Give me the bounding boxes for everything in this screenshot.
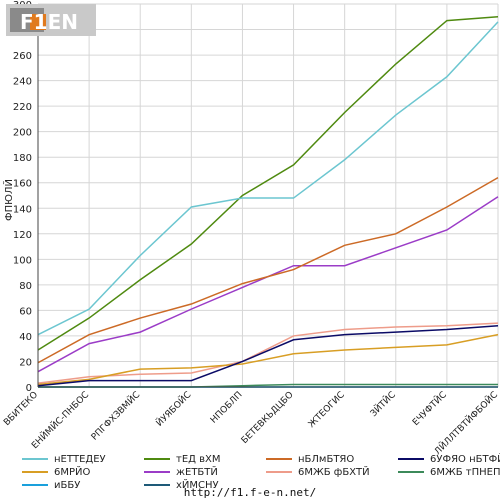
footer-url[interactable]: http://f1.f-e-n.net/ — [183, 486, 317, 499]
f1en-logo: F1EN — [6, 4, 96, 36]
y-axis-ticks: 0204060801001201401601802002202402602803… — [13, 0, 32, 394]
chart-grid — [37, 3, 499, 388]
legend-swatch — [22, 484, 48, 486]
legend-swatch — [144, 458, 170, 460]
x-tick-label: НПОБЛП — [209, 390, 245, 426]
x-tick-label: ЙУЯБОЙС — [153, 389, 193, 429]
chart-axes — [37, 4, 498, 388]
y-tick-label: 240 — [13, 77, 32, 88]
legend-label: 6МЖБ тПНЕП — [430, 466, 500, 478]
y-tick-label: 260 — [13, 51, 32, 62]
legend-swatch — [22, 458, 48, 460]
legend-label: иББУ — [54, 479, 81, 491]
legend-label: жЕТБТЙ — [176, 466, 218, 478]
y-tick-label: 180 — [13, 153, 32, 164]
x-tick-label: ЖТЕОГИС — [307, 390, 347, 430]
legend-swatch — [398, 458, 424, 460]
x-tick-label: ЗЙТЙС — [367, 389, 397, 419]
legend-item: 6МЖБ тПНЕП — [398, 465, 500, 479]
y-tick-label: 0 — [26, 383, 32, 394]
svg-text:F1EN: F1EN — [20, 10, 78, 34]
y-tick-label: 80 — [19, 281, 32, 292]
series-line — [37, 322, 499, 384]
legend-item: тЕД вХМ — [144, 452, 221, 466]
y-axis-label: ФПЮЛЙ — [2, 179, 15, 221]
legend-label: 6УФЯО нБТФЙО — [430, 453, 500, 465]
y-tick-label: 160 — [13, 179, 32, 190]
y-tick-label: 40 — [19, 332, 32, 343]
legend-item: нЕТТЕДЕУ — [22, 452, 106, 466]
legend-swatch — [398, 471, 424, 473]
legend-item: 6МЖБ фБХТЙ — [266, 465, 370, 479]
x-tick-label: ВБИТЕКО — [2, 390, 40, 428]
legend-swatch — [22, 471, 48, 473]
legend-item: хЙМСНУ — [144, 478, 219, 492]
y-tick-label: 100 — [13, 255, 32, 266]
legend-label: хЙМСНУ — [176, 479, 219, 491]
y-tick-label: 60 — [19, 306, 32, 317]
x-tick-label: РПГФХЗВМЙС — [88, 389, 142, 443]
legend-item: нБЛмБТЯО — [266, 452, 354, 466]
legend-item: 6УФЯО нБТФЙО — [398, 452, 500, 466]
y-tick-label: 220 — [13, 102, 32, 113]
x-tick-label: ЕЧУФТЙС — [410, 389, 449, 428]
legend-item: 6МРЙО — [22, 465, 90, 479]
y-tick-label: 20 — [19, 357, 32, 368]
legend-item: жЕТБТЙ — [144, 465, 218, 479]
legend-label: 6МЖБ фБХТЙ — [298, 466, 370, 478]
y-tick-label: 120 — [13, 230, 32, 241]
series-line — [37, 176, 499, 364]
x-tick-label: БЕТЕВКЬДЦБО — [240, 390, 296, 446]
legend-swatch — [266, 458, 292, 460]
series-line — [37, 324, 499, 387]
legend-item: иББУ — [22, 478, 80, 492]
y-tick-label: 140 — [13, 204, 32, 215]
y-tick-label: 200 — [13, 128, 32, 139]
legend-label: нБЛмБТЯО — [298, 453, 355, 465]
legend-label: 6МРЙО — [54, 466, 91, 478]
series-line — [37, 21, 499, 336]
legend-label: тЕД вХМ — [176, 453, 221, 465]
series-line — [37, 16, 499, 351]
legend-swatch — [266, 471, 292, 473]
legend-label: нЕТТЕДЕУ — [54, 453, 106, 465]
series-line — [37, 333, 499, 386]
legend-swatch — [144, 471, 170, 473]
chart-series — [37, 16, 499, 388]
legend-swatch — [144, 484, 170, 486]
